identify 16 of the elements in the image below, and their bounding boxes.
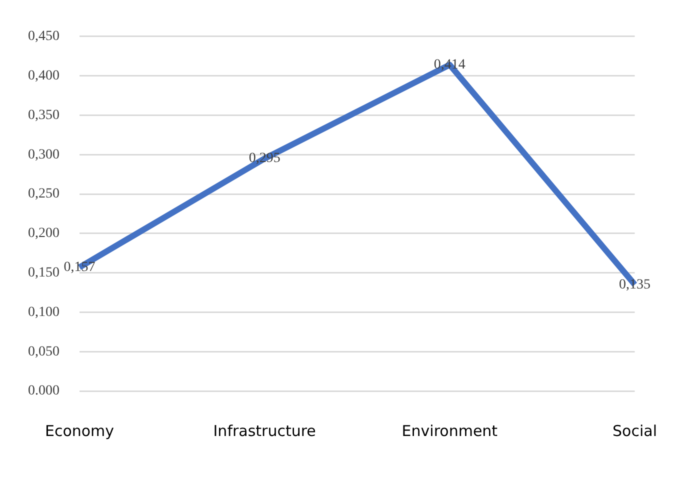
x-tick-label: Economy bbox=[44, 422, 114, 440]
y-tick-label: 0,350 bbox=[28, 108, 60, 123]
x-tick-label: Environment bbox=[402, 422, 498, 440]
y-tick-label: 0.000 bbox=[28, 384, 60, 399]
y-tick-label: 0,300 bbox=[28, 147, 60, 162]
y-tick-label: 0,100 bbox=[28, 304, 60, 320]
y-tick-label: 0,250 bbox=[28, 186, 60, 202]
y-tick-label: 0,200 bbox=[28, 226, 60, 242]
y-tick-label: 0,150 bbox=[28, 265, 60, 280]
y-tick-label: 0,050 bbox=[28, 344, 60, 360]
y-tick-label: 0,400 bbox=[28, 68, 60, 84]
data-label: 0,157 bbox=[64, 260, 96, 275]
x-tick-label: Infrastructure bbox=[213, 422, 316, 440]
x-tick-label: Social bbox=[612, 422, 658, 440]
y-tick-label: 0,450 bbox=[28, 29, 60, 44]
data-label: 0,135 bbox=[619, 277, 651, 292]
